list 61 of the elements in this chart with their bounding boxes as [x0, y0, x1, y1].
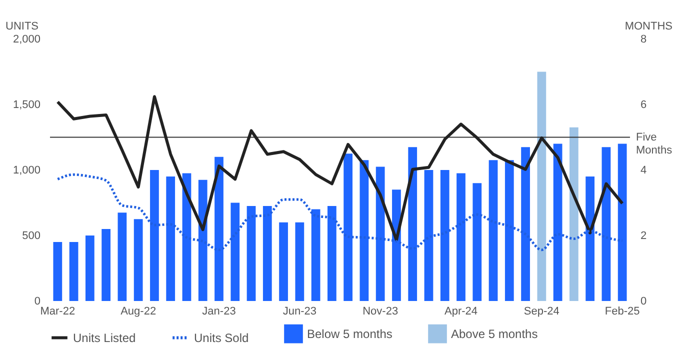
bar	[230, 202, 240, 301]
bar	[344, 154, 353, 301]
x-tick-label: Aug-22	[120, 306, 156, 318]
bar	[295, 222, 304, 301]
x-tick-label: Feb-25	[604, 306, 640, 318]
bar	[69, 242, 78, 301]
bar	[472, 183, 482, 301]
ref-line-label: Five Months	[636, 131, 673, 156]
legend-label: Units Sold	[194, 330, 249, 345]
bar	[424, 170, 434, 301]
y-tick-label: 0	[34, 296, 40, 308]
x-tick-label: Mar-22	[40, 306, 76, 318]
bar	[408, 147, 418, 301]
bar	[53, 242, 62, 301]
bar	[166, 176, 176, 301]
y2-tick-label: 2	[640, 230, 647, 242]
y2-tick-label: 4	[640, 164, 647, 176]
y-tick-label: 1,500	[12, 99, 40, 111]
bar	[279, 222, 288, 301]
bar	[198, 180, 208, 301]
bar	[521, 147, 530, 301]
bar	[246, 206, 256, 301]
bar	[327, 206, 336, 301]
bar	[150, 170, 159, 301]
x-tick-label: Nov-23	[362, 306, 398, 318]
bar	[85, 236, 94, 301]
bar	[553, 144, 562, 301]
y2-axis-title: MONTHS	[624, 20, 672, 32]
bar	[102, 228, 110, 301]
bar	[586, 176, 595, 301]
legend-label: Units Listed	[73, 330, 136, 345]
bar	[570, 127, 578, 301]
y2-tick-label: 6	[640, 99, 647, 111]
legend-label: Below 5 months	[307, 326, 392, 341]
bar	[488, 160, 498, 301]
line-series	[56, 173, 624, 252]
bar	[504, 160, 514, 301]
bar	[311, 209, 320, 301]
x-tick-label: Sep-24	[524, 306, 560, 318]
x-tick-label: Apr-24	[444, 306, 478, 318]
y-tick-label: 2,000	[12, 34, 40, 46]
legend-label: Above 5 months	[451, 326, 538, 341]
y-tick-label: 1,000	[12, 164, 40, 176]
y-tick-label: 500	[22, 230, 40, 242]
bar	[376, 166, 385, 301]
bar	[602, 147, 611, 301]
bar	[118, 212, 127, 301]
bar	[618, 144, 627, 301]
bar	[456, 173, 466, 301]
bar	[360, 160, 369, 301]
x-tick-label: Jun-23	[282, 306, 316, 318]
bar	[440, 170, 450, 301]
bar	[537, 72, 546, 301]
bar	[214, 156, 224, 301]
y2-tick-label: 0	[640, 296, 647, 308]
bar	[262, 206, 272, 301]
y2-tick-label: 8	[640, 34, 647, 46]
line-series	[56, 95, 624, 242]
y-axis-title: UNITS	[6, 20, 38, 32]
bar	[134, 219, 143, 301]
x-tick-label: Jan-23	[202, 306, 236, 318]
